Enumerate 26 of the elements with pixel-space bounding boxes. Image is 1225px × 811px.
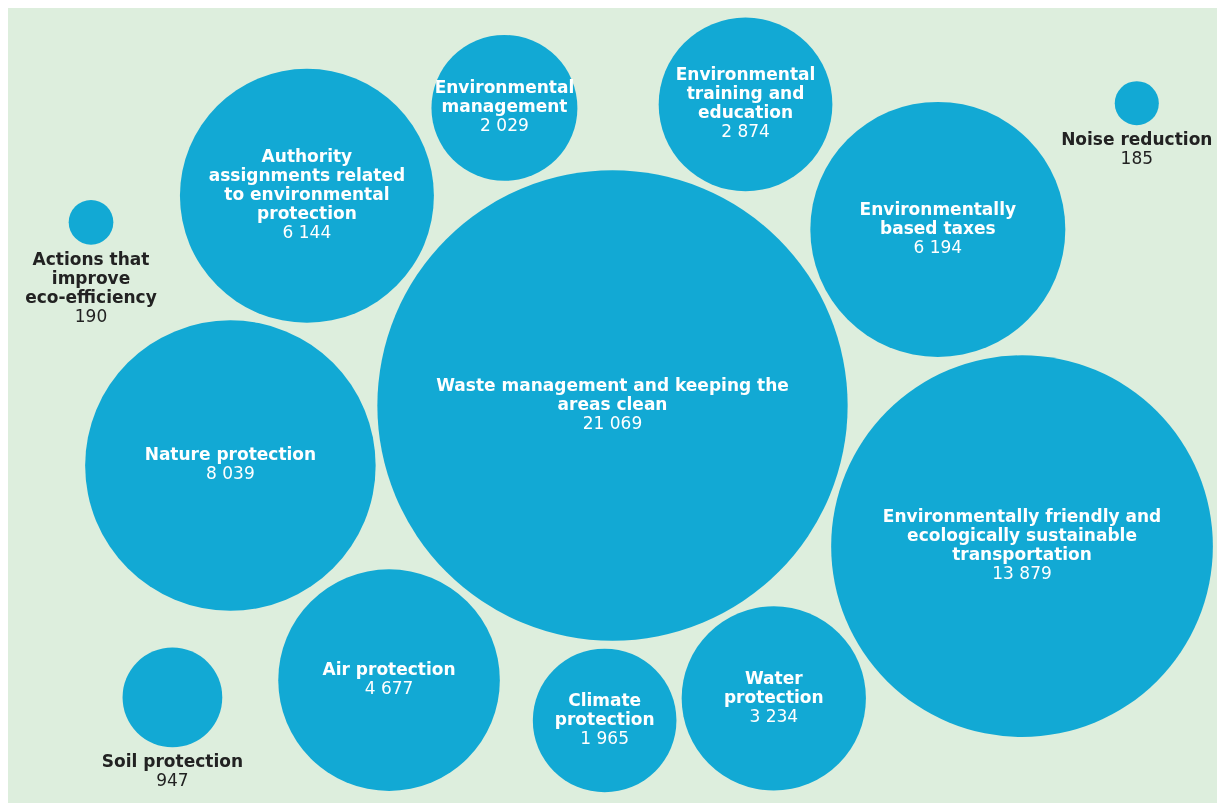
category-label: Environmental training and education — [675, 64, 816, 123]
category-label: Waste management and keeping the areas clean — [436, 374, 789, 414]
category-label: Nature protection — [144, 444, 317, 465]
category-label: Climate protection — [554, 689, 655, 729]
data-label: 185 — [1120, 148, 1154, 169]
data-label: 3 234 — [749, 705, 799, 726]
category-label: Environmental management — [434, 77, 575, 117]
category-label: Authority assignments related to environmental protection — [208, 146, 406, 224]
data-label: 190 — [74, 305, 108, 326]
data-label: 1 965 — [580, 727, 629, 748]
category-label: Environmentally based taxes — [859, 198, 1017, 238]
category-label: Water protection — [723, 667, 824, 707]
data-label: 6 194 — [913, 236, 963, 257]
data-label: 21 069 — [582, 412, 643, 433]
data-label: 947 — [156, 770, 189, 791]
data-label: 8 039 — [206, 463, 255, 484]
category-label: Noise reduction — [1061, 129, 1213, 150]
data-label: 2 029 — [480, 115, 529, 136]
category-label: Soil protection — [101, 751, 244, 772]
data-label: 13 879 — [992, 563, 1052, 584]
data-label: 6 144 — [282, 222, 332, 243]
data-label: 2 874 — [721, 121, 770, 142]
category-label: Environmentally friendly and ecologically sustainable transportation — [882, 506, 1162, 565]
category-label: Actions that improve eco-efficiency — [25, 248, 157, 307]
category-label: Air protection — [322, 659, 456, 680]
data-label: 4 677 — [364, 678, 414, 699]
